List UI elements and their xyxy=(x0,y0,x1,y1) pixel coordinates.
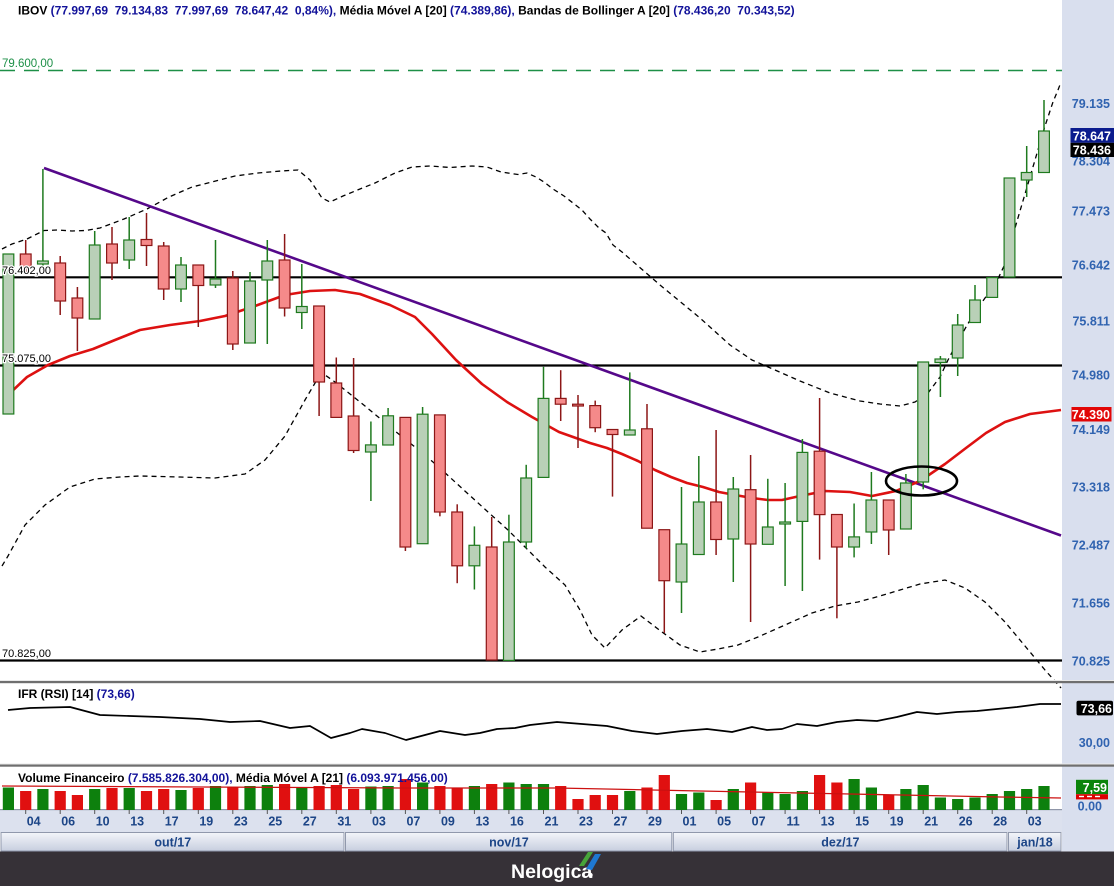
svg-text:76.642: 76.642 xyxy=(1072,259,1110,273)
svg-text:Volume Financeiro (7.585.826.3: Volume Financeiro (7.585.826.304,00), Mé… xyxy=(18,771,448,785)
svg-text:15: 15 xyxy=(855,815,869,829)
svg-text:77.473: 77.473 xyxy=(1072,205,1110,219)
svg-text:13: 13 xyxy=(475,815,489,829)
svg-text:78.647: 78.647 xyxy=(1073,129,1111,143)
svg-text:dez/17: dez/17 xyxy=(821,836,859,850)
svg-text:72.487: 72.487 xyxy=(1072,539,1110,553)
svg-text:07: 07 xyxy=(406,815,420,829)
svg-text:27: 27 xyxy=(614,815,628,829)
svg-text:04: 04 xyxy=(27,815,41,829)
svg-text:09: 09 xyxy=(441,815,455,829)
svg-text:21: 21 xyxy=(924,815,938,829)
svg-text:30,00: 30,00 xyxy=(1079,736,1110,750)
svg-text:23: 23 xyxy=(234,815,248,829)
svg-text:nov/17: nov/17 xyxy=(489,836,529,850)
svg-text:13: 13 xyxy=(130,815,144,829)
svg-text:IBOV (77.997,69 79.134,83 77: IBOV (77.997,69 79.134,83 77.997,69 78.6… xyxy=(18,4,795,18)
svg-text:73,66: 73,66 xyxy=(1081,702,1112,716)
svg-text:11: 11 xyxy=(786,815,799,829)
svg-text:79.135: 79.135 xyxy=(1072,97,1110,111)
svg-text:78.436: 78.436 xyxy=(1073,144,1111,158)
svg-text:29: 29 xyxy=(648,815,662,829)
svg-text:21: 21 xyxy=(545,815,559,829)
svg-text:16: 16 xyxy=(510,815,524,829)
svg-text:13: 13 xyxy=(821,815,835,829)
svg-text:31: 31 xyxy=(337,815,351,829)
svg-text:23: 23 xyxy=(579,815,593,829)
svg-text:IFR (RSI) [14] (73,66): IFR (RSI) [14] (73,66) xyxy=(18,687,135,701)
svg-text:76.402,00: 76.402,00 xyxy=(2,265,51,277)
svg-text:75.811: 75.811 xyxy=(1072,315,1110,329)
svg-text:74.980: 74.980 xyxy=(1072,369,1110,383)
svg-text:79.600,00: 79.600,00 xyxy=(2,58,53,70)
svg-text:27: 27 xyxy=(303,815,317,829)
svg-text:19: 19 xyxy=(199,815,213,829)
svg-text:74.149: 74.149 xyxy=(1072,423,1110,437)
svg-text:out/17: out/17 xyxy=(154,836,191,850)
svg-text:74.390: 74.390 xyxy=(1072,408,1110,422)
svg-text:73.318: 73.318 xyxy=(1072,481,1110,495)
svg-text:03: 03 xyxy=(1028,815,1042,829)
svg-text:70.825: 70.825 xyxy=(1072,655,1110,669)
svg-text:7,59: 7,59 xyxy=(1083,781,1107,795)
svg-text:06: 06 xyxy=(61,815,75,829)
svg-text:10: 10 xyxy=(96,815,110,829)
svg-text:05: 05 xyxy=(717,815,731,829)
svg-text:0.00: 0.00 xyxy=(1078,800,1102,814)
svg-text:07: 07 xyxy=(752,815,766,829)
svg-text:75.075,00: 75.075,00 xyxy=(2,353,51,365)
svg-text:70.825,00: 70.825,00 xyxy=(2,648,51,660)
svg-text:jan/18: jan/18 xyxy=(1016,836,1052,850)
svg-text:01: 01 xyxy=(683,815,697,829)
svg-text:03: 03 xyxy=(372,815,386,829)
svg-text:26: 26 xyxy=(959,815,973,829)
svg-text:28: 28 xyxy=(993,815,1007,829)
svg-text:17: 17 xyxy=(165,815,179,829)
svg-text:25: 25 xyxy=(268,815,282,829)
svg-text:19: 19 xyxy=(890,815,904,829)
svg-text:71.656: 71.656 xyxy=(1072,597,1110,611)
